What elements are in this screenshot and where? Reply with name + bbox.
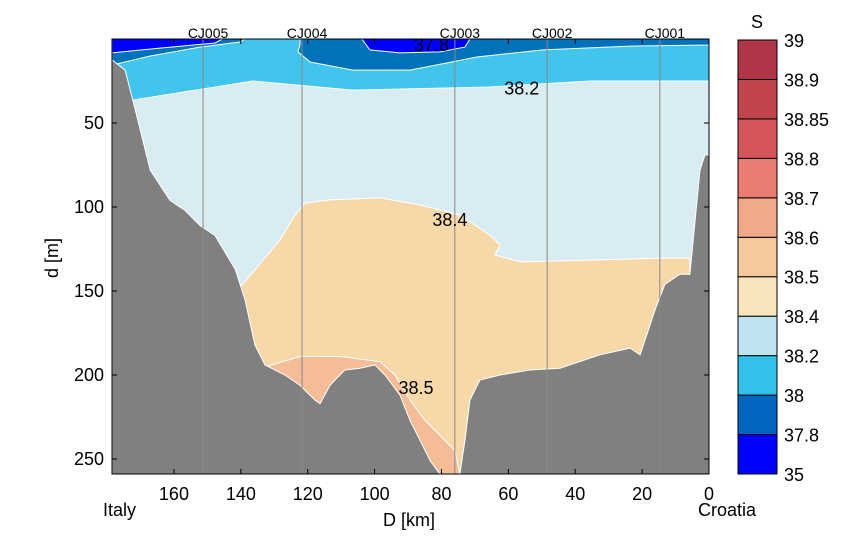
y-axis-label: d [m]: [42, 238, 62, 278]
colorbar-swatch: [737, 434, 778, 475]
x-tick-label: 80: [431, 484, 451, 504]
y-tick-label: 100: [74, 197, 104, 217]
colorbar-label: 38.4: [784, 307, 819, 327]
colorbar-swatch: [737, 78, 778, 120]
colorbar-swatch: [737, 315, 778, 357]
contour-label: 38.4: [432, 210, 467, 230]
colorbar-swatch: [737, 157, 778, 199]
colorbar-swatch: [737, 276, 778, 317]
x-tick-label: 140: [226, 484, 256, 504]
y-tick-label: 200: [74, 365, 104, 385]
station-labels: CJ005 CJ004 CJ003 CJ002 CJ001: [188, 25, 685, 41]
x-axis: 160 140 120 100 80 60 40 20 0: [159, 39, 714, 504]
contour-label: 38.5: [399, 378, 434, 398]
bathymetry: [112, 59, 709, 474]
colorbar-label: 38.6: [784, 228, 819, 248]
station-lines: [202, 39, 661, 474]
colorbar-swatch: [737, 39, 778, 80]
colorbar-label: 35: [784, 465, 804, 485]
colorbar-label: 39: [784, 31, 804, 51]
colorbar-swatch: [737, 236, 778, 278]
contour-labels: 37.8 38.2 38.4 38.5: [399, 35, 540, 398]
colorbar-swatch: [737, 197, 778, 238]
right-end-label: Croatia: [698, 500, 757, 520]
colorbar-label: 38.5: [784, 268, 819, 288]
colorbar: 35 37.8 38 38.2 38.4 38.5 38.6 38.7 38.8 38.85 38.…: [737, 31, 829, 485]
x-tick-label: 100: [360, 484, 390, 504]
colorbar-label: 38.2: [784, 347, 819, 367]
contour-label: 38.2: [504, 79, 539, 99]
station-label: CJ003: [440, 25, 481, 41]
plot-area: 37.8 38.2 38.4 38.5: [112, 35, 709, 474]
x-tick-label: 120: [293, 484, 323, 504]
colorbar-label: 38.8: [784, 149, 819, 169]
colorbar-label: 38: [784, 386, 804, 406]
x-tick-label: 20: [632, 484, 652, 504]
colorbar-label: 38.7: [784, 189, 819, 209]
colorbar-title: S: [751, 12, 763, 32]
contour-label: 37.8: [414, 35, 449, 55]
x-axis-label: D [km]: [383, 510, 435, 530]
left-end-label: Italy: [103, 500, 136, 520]
colorbar-label: 38.9: [784, 70, 819, 90]
colorbar-label: 37.8: [784, 426, 819, 446]
plot-frame: [111, 38, 710, 475]
colorbar-swatch: [737, 118, 778, 159]
station-label: CJ002: [532, 25, 573, 41]
x-tick-label: 60: [498, 484, 518, 504]
station-label: CJ004: [287, 25, 328, 41]
x-tick-label: 40: [565, 484, 585, 504]
x-tick-label: 160: [159, 484, 189, 504]
colorbar-swatch: [737, 355, 778, 396]
colorbar-swatch: [737, 394, 778, 436]
y-tick-label: 150: [74, 281, 104, 301]
y-tick-label: 250: [74, 449, 104, 469]
y-axis: 50 100 150 200 250: [74, 113, 709, 469]
colorbar-label: 38.85: [784, 110, 829, 130]
contour-region: [361, 39, 471, 54]
station-label: CJ005: [188, 25, 229, 41]
x-tick-label: 0: [704, 484, 714, 504]
station-label: CJ001: [645, 25, 686, 41]
y-tick-label: 50: [84, 113, 104, 133]
